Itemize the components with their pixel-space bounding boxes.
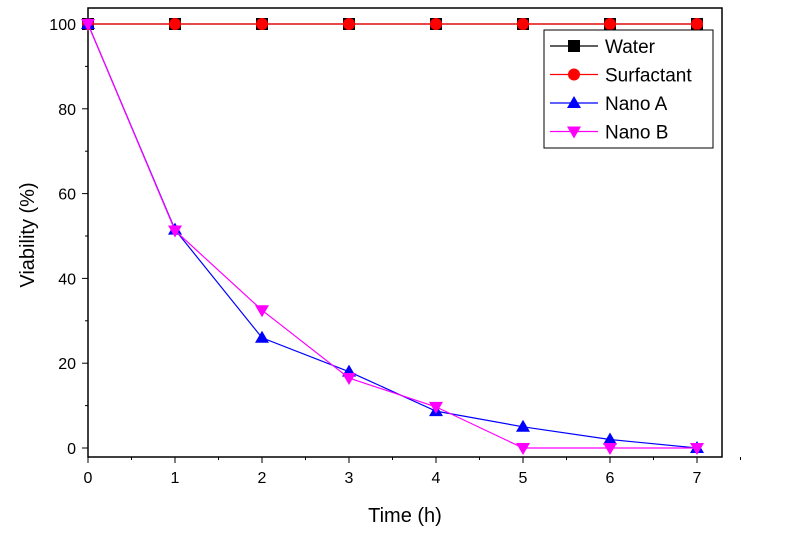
x-tick-label: 1 <box>171 470 180 487</box>
series-nano-b <box>81 19 704 455</box>
y-tick-label: 0 <box>67 441 76 458</box>
x-tick-label: 3 <box>345 470 354 487</box>
legend-marker <box>568 68 580 81</box>
data-point-nano-b <box>255 305 269 318</box>
x-tick-label: 2 <box>258 470 267 487</box>
legend: Water Surfactant Nano A Nano B <box>543 29 714 149</box>
y-tick-label: 20 <box>58 356 76 373</box>
series-surfactant <box>82 18 703 30</box>
y-tick-label: 60 <box>58 187 76 204</box>
x-tick-label: 6 <box>606 470 615 487</box>
series-line-nano-a <box>87 23 698 449</box>
data-point-nano-a <box>255 330 269 343</box>
data-point-surfactant <box>517 18 529 30</box>
legend-label: Water <box>605 37 656 58</box>
legend-label: Surfactant <box>605 66 692 87</box>
data-point-surfactant <box>256 18 268 30</box>
data-point-nano-b <box>168 225 182 238</box>
data-point-nano-b <box>603 443 617 455</box>
legend-marker <box>568 40 580 52</box>
legend-label: Nano A <box>605 94 668 115</box>
data-point-surfactant <box>691 18 703 30</box>
data-point-surfactant <box>343 18 355 30</box>
data-point-nano-b <box>516 443 530 455</box>
x-axis-label: Time (h) <box>368 505 442 527</box>
data-point-surfactant <box>430 18 442 30</box>
legend-label: Nano B <box>605 123 668 144</box>
data-point-nano-b <box>342 373 356 386</box>
x-tick-label: 5 <box>519 470 528 487</box>
x-tick-label: 7 <box>693 470 702 487</box>
plot-frame <box>87 7 723 458</box>
y-tick-label: 40 <box>58 271 76 288</box>
legend-marker <box>567 96 581 108</box>
legend-marker <box>567 126 581 139</box>
data-point-nano-a <box>603 432 617 445</box>
data-point-surfactant <box>604 18 616 30</box>
x-tick-label: 0 <box>84 470 93 487</box>
data-point-nano-b <box>429 401 443 414</box>
data-point-nano-a <box>516 419 530 432</box>
series-line-nano-b <box>87 23 697 449</box>
y-tick-label: 100 <box>49 17 76 34</box>
data-point-surfactant <box>169 18 181 30</box>
x-tick-label: 4 <box>432 470 441 487</box>
y-tick-label: 80 <box>58 102 76 119</box>
data-point-nano-b <box>81 19 95 31</box>
data-point-nano-b <box>690 443 704 455</box>
y-axis-label: Viability (%) <box>17 182 39 287</box>
